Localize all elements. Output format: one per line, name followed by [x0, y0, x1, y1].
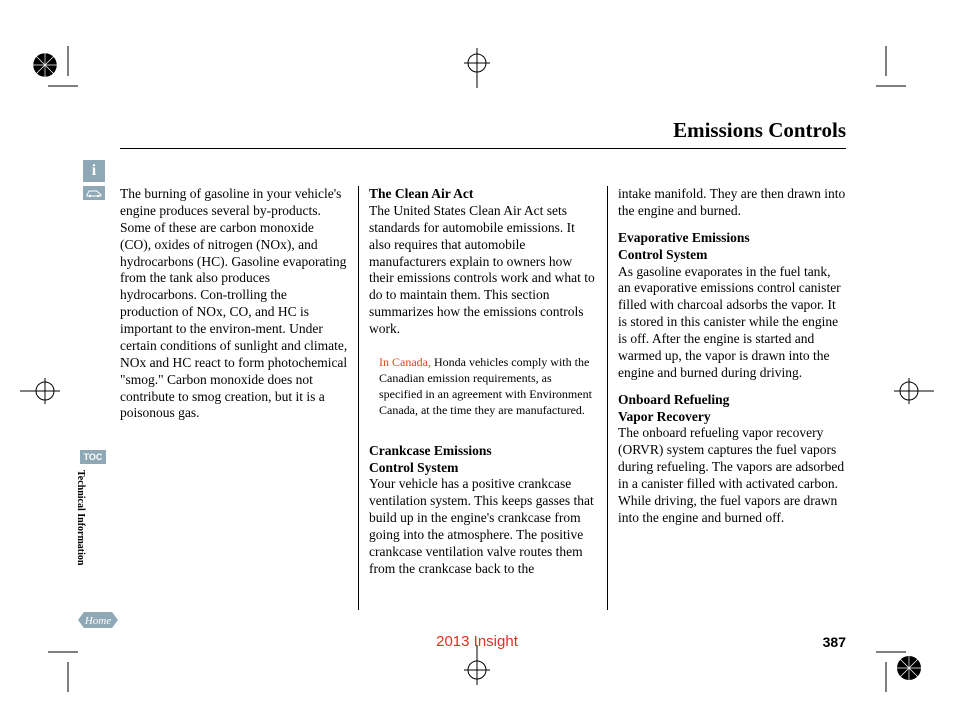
col3-p2: The onboard refueling vapor recovery (OR…	[618, 425, 844, 524]
col3-h1b: Control System	[618, 247, 707, 262]
col2-block1: The Clean Air Act The United States Clean…	[369, 186, 597, 338]
column-2: The Clean Air Act The United States Clean…	[358, 186, 607, 610]
page-title: Emissions Controls	[673, 118, 846, 143]
reg-bottom-right	[894, 653, 924, 688]
col2-h2a: Crankcase Emissions	[369, 443, 492, 458]
page-number: 387	[823, 634, 846, 650]
col3-h2b: Vapor Recovery	[618, 409, 711, 424]
col3-h2a: Onboard Refueling	[618, 392, 729, 407]
reg-top-center	[462, 48, 492, 93]
col2-h2b: Control System	[369, 460, 458, 475]
home-button[interactable]: Home	[78, 610, 114, 628]
col3-p0: intake manifold. They are then drawn int…	[618, 186, 846, 220]
canada-note: In Canada, Honda vehicles comply with th…	[369, 348, 597, 425]
col3-h1a: Evaporative Emissions	[618, 230, 750, 245]
sidebar: i	[80, 160, 108, 204]
col2-block2: Crankcase Emissions Control SystemYour ve…	[369, 443, 597, 578]
title-rule	[120, 148, 846, 149]
reg-right-mid	[894, 376, 934, 411]
col3-p1: As gasoline evaporates in the fuel tank,…	[618, 264, 841, 380]
home-label: Home	[84, 615, 111, 627]
col2-h1: The Clean Air Act	[369, 186, 473, 201]
info-icon[interactable]: i	[80, 160, 108, 182]
footer-model: 2013 Insight	[0, 633, 954, 650]
col2-p2: Your vehicle has a positive crankcase ve…	[369, 476, 594, 575]
reg-bottom-center	[462, 645, 492, 690]
content-columns: The burning of gasoline in your vehicle'…	[120, 186, 846, 610]
column-1: The burning of gasoline in your vehicle'…	[120, 186, 358, 610]
section-label: Technical Information	[75, 470, 86, 565]
col3-block2: Onboard Refueling Vapor RecoveryThe onboa…	[618, 392, 846, 527]
column-3: intake manifold. They are then drawn int…	[607, 186, 846, 610]
col2-p1: The United States Clean Air Act sets sta…	[369, 203, 595, 336]
col3-block1: Evaporative Emissions Control System As ga…	[618, 230, 846, 382]
car-icon[interactable]	[80, 186, 108, 200]
info-badge: i	[83, 160, 105, 182]
reg-left-mid	[20, 376, 60, 411]
col1-p1: The burning of gasoline in your vehicle'…	[120, 186, 348, 422]
toc-button[interactable]: TOC	[80, 450, 106, 464]
reg-top-left	[30, 50, 60, 85]
note-red: In Canada,	[379, 355, 431, 369]
crop-top-right	[876, 46, 926, 96]
